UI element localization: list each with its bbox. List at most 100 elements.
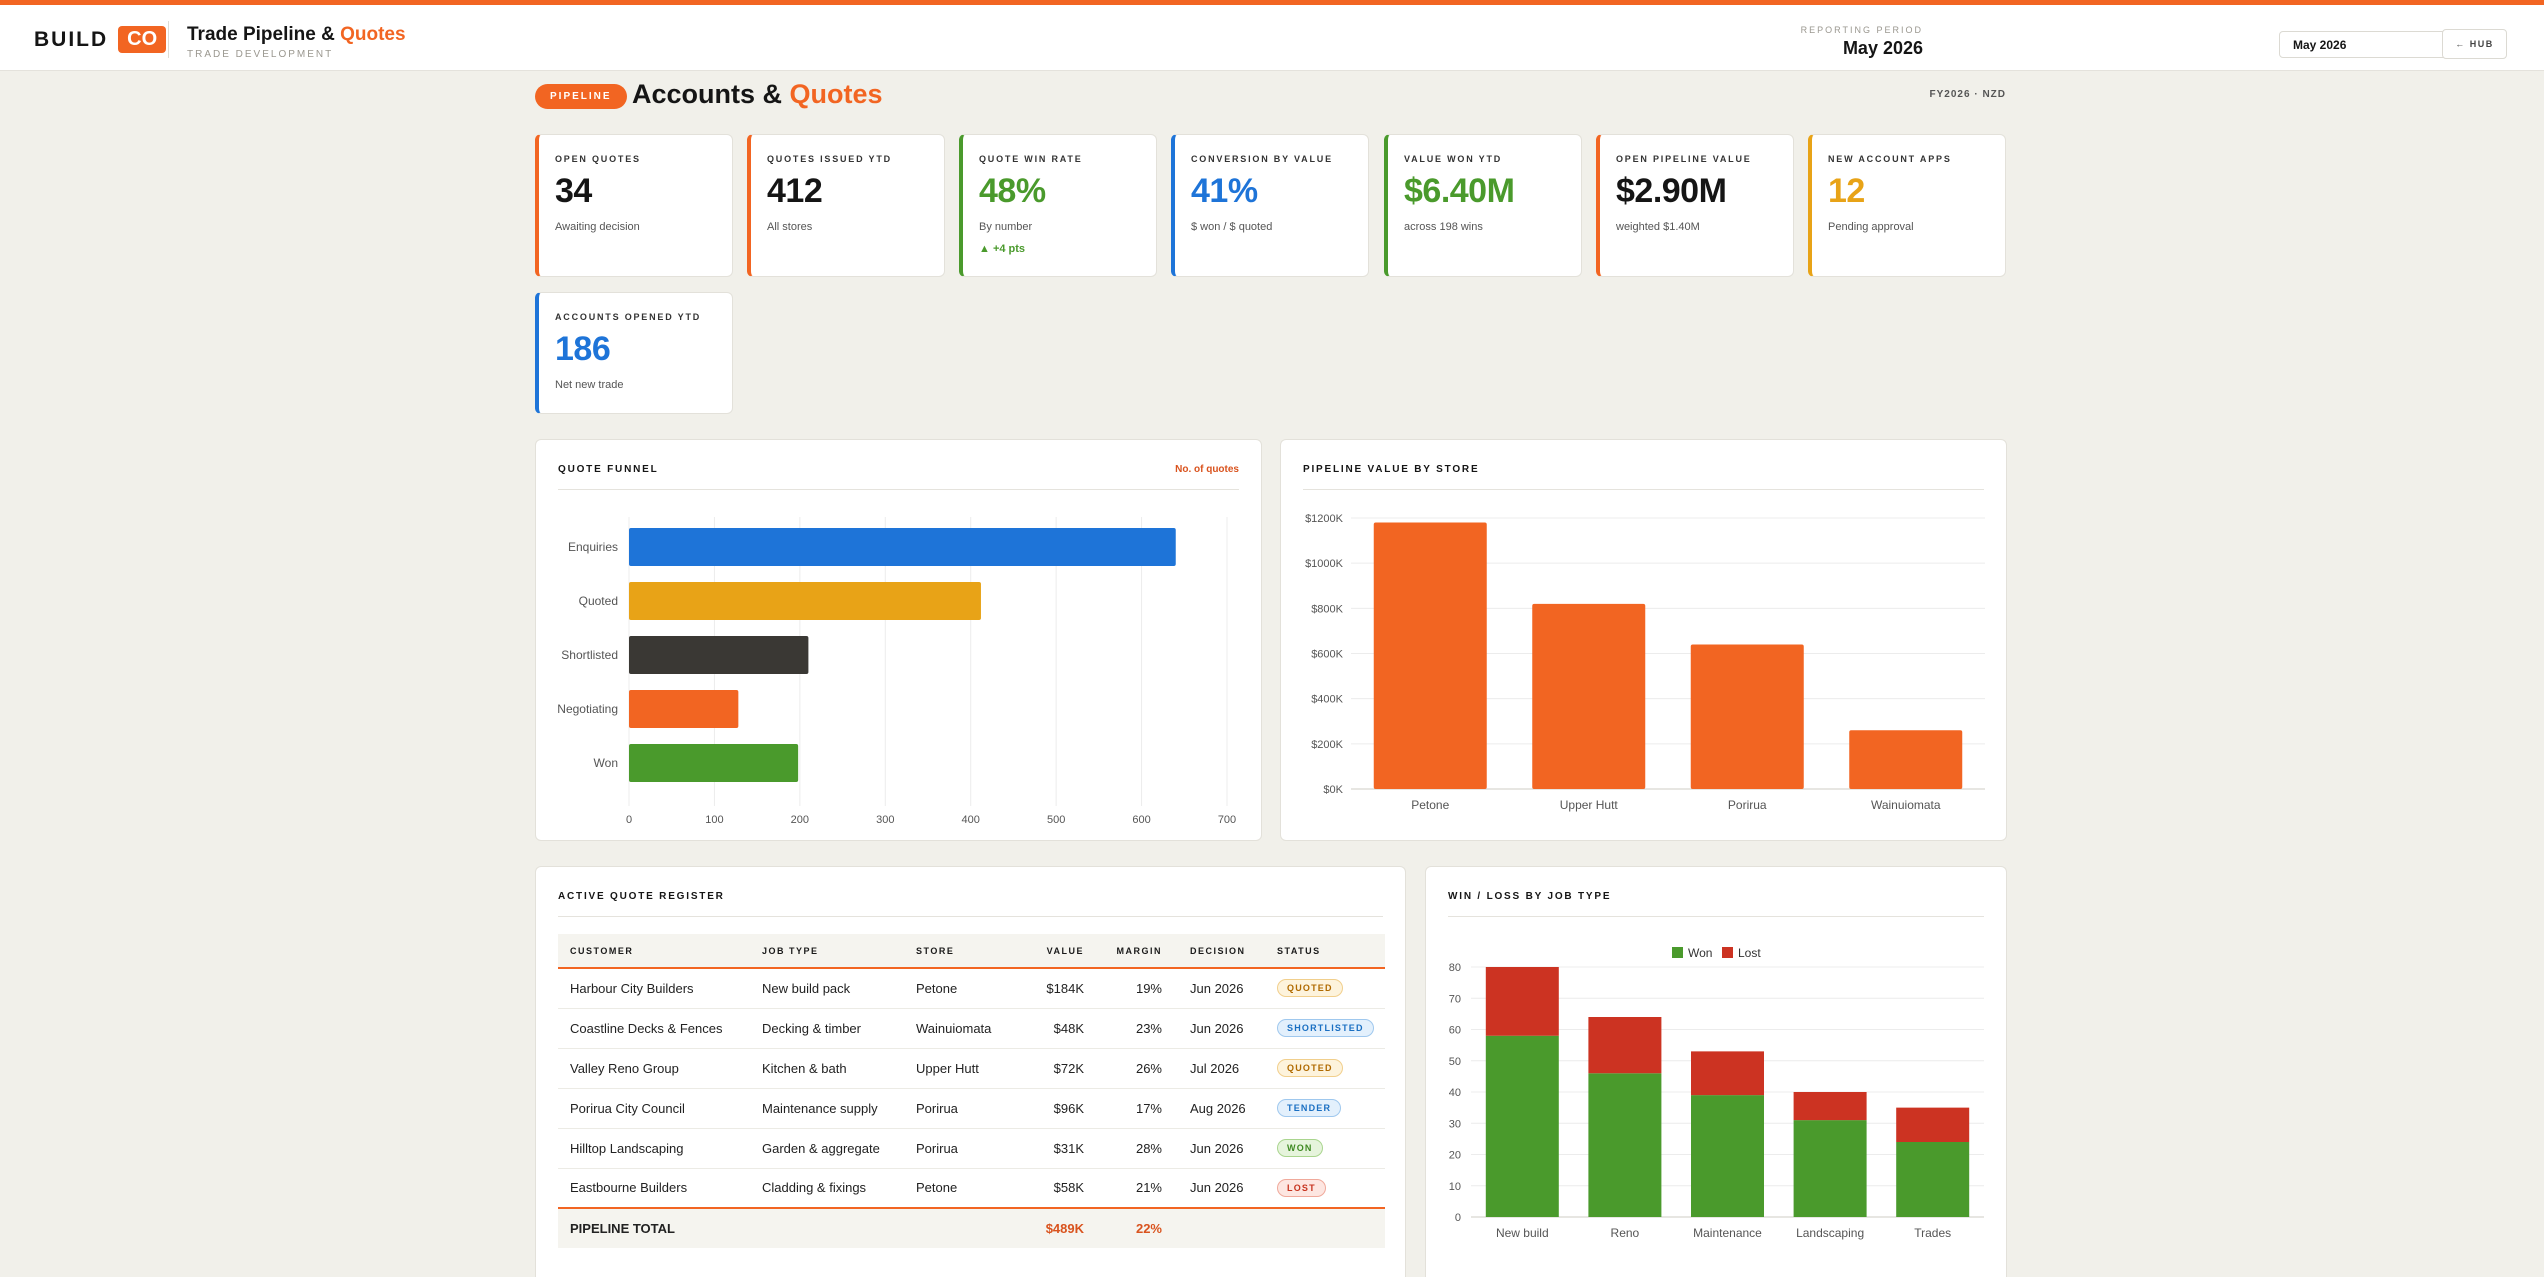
cell-margin: 19% (1100, 968, 1178, 1009)
y-tick-label: $400K (1311, 694, 1343, 706)
kpi-sub: Awaiting decision (555, 221, 640, 233)
cell-status: QUOTED (1265, 968, 1385, 1009)
bar-won (629, 744, 799, 782)
kpi-label: QUOTES ISSUED YTD (767, 154, 892, 164)
x-category-label: Porirua (1728, 798, 1767, 812)
cell-value: $58K (1018, 1168, 1100, 1209)
divider (558, 916, 1383, 917)
table-row[interactable]: Valley Reno Group Kitchen & bath Upper Hut… (558, 1048, 1385, 1089)
y-tick-label: $1000K (1305, 558, 1344, 570)
logo-badge: CO (118, 26, 167, 53)
divider (1448, 916, 1984, 917)
status-badge: WON (1277, 1139, 1323, 1157)
table-row[interactable]: Porirua City Council Maintenance supply Po… (558, 1088, 1385, 1129)
bar-segment-won (1793, 1120, 1867, 1217)
y-tick-label: 20 (1449, 1150, 1461, 1162)
quote-register-table: CUSTOMER JOB TYPE STORE VALUE MARGIN DECISION… (558, 934, 1385, 1248)
cell-status: LOST (1265, 1168, 1385, 1209)
kpi-sub: All stores (767, 221, 813, 233)
period-select[interactable]: May 2026 ▼ (2279, 31, 2472, 58)
legend-swatch (1722, 947, 1733, 958)
cell-store: Wainuiomata (904, 1008, 1018, 1049)
reporting-period-label: REPORTING PERIOD (1800, 25, 1923, 35)
kpi-label: VALUE WON YTD (1404, 154, 1503, 164)
header-divider (168, 21, 169, 58)
kpi-value: 48% (979, 172, 1046, 210)
logo-word: BUILD (34, 27, 109, 51)
cell-job: New build pack (750, 968, 904, 1009)
bar-negotiating (629, 690, 739, 728)
status-badge: QUOTED (1277, 1059, 1343, 1077)
quote-funnel-title: QUOTE FUNNEL (558, 464, 659, 475)
table-row[interactable]: Coastline Decks & Fences Decking & timber… (558, 1008, 1385, 1049)
bar-segment-won (1896, 1142, 1970, 1217)
cell-margin: 26% (1100, 1048, 1178, 1089)
x-tick-label: 400 (962, 814, 980, 826)
cell-job: Cladding & fixings (750, 1168, 904, 1209)
divider (558, 489, 1239, 490)
cell-decision: Jul 2026 (1178, 1048, 1265, 1089)
kpi-delta: ▲ +4 pts (979, 243, 1026, 255)
column-header[interactable]: DECISION (1178, 934, 1265, 969)
kpi-card: OPEN PIPELINE VALUE $2.90M weighted $1.40M (1596, 134, 1794, 277)
kpi-label: CONVERSION BY VALUE (1191, 154, 1333, 164)
y-tick-label: $1200K (1305, 513, 1344, 525)
kpi-value: $6.40M (1404, 172, 1515, 210)
cell-job: Decking & timber (750, 1008, 904, 1049)
y-tick-label: 40 (1449, 1087, 1461, 1099)
cell-store: Upper Hutt (904, 1048, 1018, 1089)
cell-status: WON (1265, 1128, 1385, 1169)
kpi-sub: By number (979, 221, 1033, 233)
table-row[interactable]: Eastbourne Builders Cladding & fixings Pet… (558, 1168, 1385, 1209)
cell-margin: 28% (1100, 1128, 1178, 1169)
kpi-sub: Pending approval (1828, 221, 1914, 233)
column-header[interactable]: MARGIN (1100, 934, 1178, 969)
fiscal-year-label: FY2026 · NZD (1929, 89, 2006, 100)
y-category-label: Won (594, 756, 618, 770)
x-tick-label: 300 (876, 814, 894, 826)
quote-funnel-note: No. of quotes (1175, 464, 1239, 475)
bar-wainuiomata (1849, 730, 1963, 789)
y-tick-label: 10 (1449, 1181, 1461, 1193)
y-tick-label: $600K (1311, 649, 1343, 661)
kpi-card: CONVERSION BY VALUE 41% $ won / $ quoted (1171, 134, 1369, 277)
cell-job: Kitchen & bath (750, 1048, 904, 1089)
x-category-label: Wainuiomata (1871, 798, 1941, 812)
column-header[interactable]: STORE (904, 934, 1018, 969)
status-badge: TENDER (1277, 1099, 1342, 1117)
column-header[interactable]: JOB TYPE (750, 934, 904, 969)
kpi-card: QUOTES ISSUED YTD 412 All stores (747, 134, 945, 277)
total-margin: 22% (1100, 1207, 1178, 1248)
column-header[interactable]: VALUE (1018, 934, 1100, 969)
kpi-card: OPEN QUOTES 34 Awaiting decision (535, 134, 733, 277)
kpi-value: 41% (1191, 172, 1258, 210)
y-category-label: Enquiries (568, 540, 618, 554)
status-badge: SHORTLISTED (1277, 1019, 1374, 1037)
y-tick-label: 50 (1449, 1056, 1461, 1068)
quote-funnel-chart: 0 100 200 300 400 500 600 700 Enquiries Quoted Sho… (557, 517, 1236, 826)
bar-segment-lost (1485, 967, 1559, 1036)
status-badge: LOST (1277, 1178, 1326, 1197)
table-row[interactable]: Harbour City Builders New build pack Peton… (558, 968, 1385, 1009)
logo[interactable]: BUILD CO (34, 26, 167, 53)
column-header[interactable]: CUSTOMER (558, 934, 750, 969)
table-header-row: CUSTOMER JOB TYPE STORE VALUE MARGIN DECISION… (558, 934, 1385, 969)
app-title-main: Trade Pipeline & (187, 24, 335, 45)
bar-segment-won (1588, 1073, 1662, 1217)
kpi-label: ACCOUNTS OPENED YTD (555, 312, 702, 322)
bar-segment-lost (1691, 1051, 1764, 1096)
column-header[interactable]: STATUS (1265, 934, 1385, 969)
x-category-label: New build (1496, 1226, 1549, 1240)
hub-button[interactable]: ← HUB (2442, 29, 2507, 59)
x-category-label: Petone (1411, 798, 1449, 812)
kpi-card: NEW ACCOUNT APPS 12 Pending approval (1808, 134, 2006, 277)
app-title-accent: Quotes (340, 24, 406, 45)
kpi-value: 12 (1828, 172, 1865, 210)
cell-margin: 17% (1100, 1088, 1178, 1129)
bar-segment-won (1691, 1095, 1764, 1217)
x-tick-label: 700 (1218, 814, 1236, 826)
y-category-label: Shortlisted (561, 648, 618, 662)
table-row[interactable]: Hilltop Landscaping Garden & aggregate Por… (558, 1128, 1385, 1169)
reporting-period-value: May 2026 (1842, 38, 1923, 58)
cell-status: QUOTED (1265, 1048, 1385, 1089)
